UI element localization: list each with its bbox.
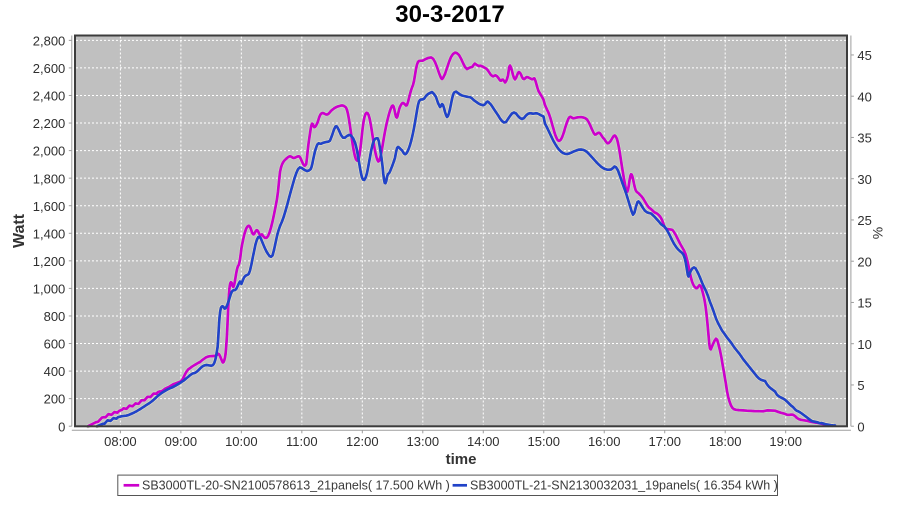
svg-text:5: 5	[857, 378, 864, 393]
svg-text:30-3-2017: 30-3-2017	[395, 1, 504, 28]
svg-text:800: 800	[44, 309, 66, 324]
svg-text:0: 0	[857, 419, 864, 434]
svg-text:1,000: 1,000	[33, 282, 66, 297]
svg-text:16:00: 16:00	[588, 434, 621, 449]
svg-text:08:00: 08:00	[104, 434, 137, 449]
svg-text:12:00: 12:00	[346, 434, 379, 449]
svg-text:1,800: 1,800	[33, 171, 66, 186]
svg-text:1,400: 1,400	[33, 226, 66, 241]
svg-text:2,000: 2,000	[33, 144, 66, 159]
svg-text:17:00: 17:00	[648, 434, 681, 449]
svg-text:15: 15	[857, 296, 871, 311]
svg-text:400: 400	[44, 364, 66, 379]
svg-text:200: 200	[44, 392, 66, 407]
svg-text:40: 40	[857, 89, 871, 104]
svg-text:2,600: 2,600	[33, 61, 66, 76]
svg-text:13:00: 13:00	[407, 434, 440, 449]
svg-text:18:00: 18:00	[709, 434, 742, 449]
svg-text:600: 600	[44, 337, 66, 352]
svg-text:%: %	[870, 227, 886, 239]
svg-text:25: 25	[857, 213, 871, 228]
svg-text:30: 30	[857, 172, 871, 187]
svg-text:SB3000TL-21-SN2130032031_19pan: SB3000TL-21-SN2130032031_19panels( 16.35…	[470, 479, 778, 493]
svg-text:20: 20	[857, 254, 871, 269]
svg-text:10:00: 10:00	[225, 434, 258, 449]
svg-text:2,200: 2,200	[33, 116, 66, 131]
svg-text:19:00: 19:00	[769, 434, 802, 449]
svg-text:10: 10	[857, 337, 871, 352]
svg-text:09:00: 09:00	[165, 434, 198, 449]
svg-text:SB3000TL-20-SN2100578613_21pan: SB3000TL-20-SN2100578613_21panels( 17.50…	[142, 479, 450, 493]
svg-text:0: 0	[58, 419, 65, 434]
svg-text:1,600: 1,600	[33, 199, 66, 214]
svg-text:14:00: 14:00	[467, 434, 500, 449]
svg-text:11:00: 11:00	[286, 434, 318, 449]
svg-text:15:00: 15:00	[527, 434, 560, 449]
svg-text:Watt: Watt	[11, 213, 28, 248]
svg-text:2,400: 2,400	[33, 89, 66, 104]
svg-text:2,800: 2,800	[33, 33, 66, 48]
svg-text:45: 45	[857, 48, 871, 63]
svg-text:35: 35	[857, 131, 871, 146]
svg-text:time: time	[446, 451, 477, 468]
svg-text:1,200: 1,200	[33, 254, 66, 269]
